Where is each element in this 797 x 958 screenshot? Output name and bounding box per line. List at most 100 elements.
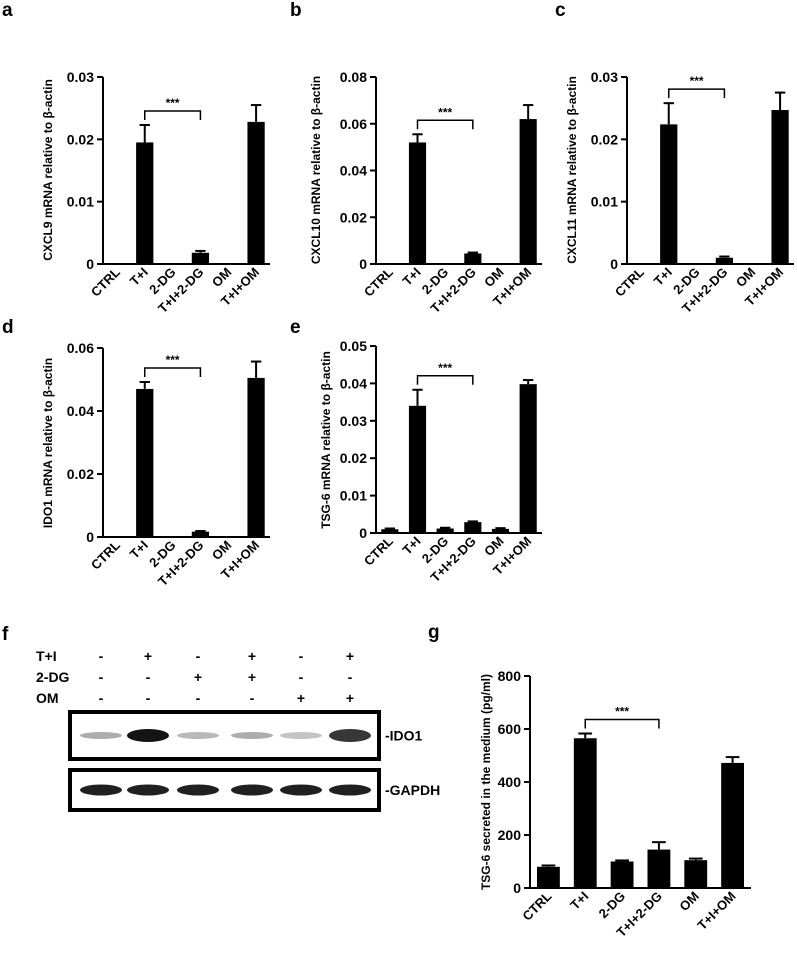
bar xyxy=(464,522,482,533)
panel-letter: a xyxy=(2,0,13,21)
band-label: -IDO1 xyxy=(385,728,423,744)
significance-bracket xyxy=(416,375,474,385)
y-axis-label: CXCL9 mRNA relative to β-actin xyxy=(41,79,55,261)
significance-label: *** xyxy=(438,105,452,119)
panel-letter: g xyxy=(428,622,440,643)
y-tick-label: 0.02 xyxy=(591,131,618,147)
significance-label: *** xyxy=(166,96,180,110)
panel-letter: f xyxy=(2,624,9,645)
treatment-sign: - xyxy=(299,669,304,685)
y-tick-label: 0.03 xyxy=(67,69,94,85)
significance-bracket xyxy=(144,367,202,378)
y-tick-label: 0.06 xyxy=(340,116,367,132)
y-tick-label: 0 xyxy=(86,529,94,545)
significance-bracket xyxy=(144,110,202,120)
bar xyxy=(408,142,427,264)
bar xyxy=(136,142,154,264)
y-tick-label: 0.01 xyxy=(67,194,94,210)
bar xyxy=(771,110,789,264)
protein-band xyxy=(177,784,219,796)
x-tick-label: 2-DG xyxy=(596,889,629,922)
treatment-sign: + xyxy=(144,648,152,664)
y-axis-label: CXCL10 mRNA relative to β-actin xyxy=(309,76,323,264)
chart-panel-b: b 0 0.02 0.04 0.06 0.08 CXCL10 mRNA relative t… xyxy=(290,0,542,316)
treatment-sign: - xyxy=(250,690,255,706)
treatment-sign: + xyxy=(346,648,354,664)
protein-band xyxy=(127,784,169,796)
bar xyxy=(647,849,671,888)
treatment-sign: - xyxy=(99,669,104,685)
treatment-sign: - xyxy=(348,669,353,685)
chart-panel-g: g 0 200 400 600 800 TSG-6 secreted in the medi… xyxy=(428,622,751,940)
y-tick-label: 0.04 xyxy=(67,403,94,419)
x-tick-label: OM xyxy=(676,889,701,914)
treatment-sign: - xyxy=(196,648,201,664)
y-tick-label: 800 xyxy=(498,668,522,684)
chart-panel-d: d 0 0.02 0.04 0.06 IDO1 mRNA relative to β-ac… xyxy=(2,317,270,589)
y-tick-label: 0 xyxy=(610,256,618,272)
protein-band xyxy=(127,729,169,742)
significance-bracket xyxy=(416,119,474,130)
bar xyxy=(491,528,510,533)
treatment-sign: + xyxy=(346,690,354,706)
y-tick-label: 0.05 xyxy=(340,338,367,354)
protein-band xyxy=(231,732,273,739)
treatment-sign: + xyxy=(297,690,305,706)
treatment-row-label: T+I xyxy=(36,648,57,664)
protein-band xyxy=(329,784,371,796)
bar xyxy=(660,124,678,264)
y-tick-label: 200 xyxy=(498,827,522,843)
protein-band xyxy=(231,784,273,796)
y-tick-label: 0.06 xyxy=(67,340,94,356)
treatment-sign: - xyxy=(99,690,104,706)
treatment-sign: - xyxy=(146,669,151,685)
band-label: -GAPDH xyxy=(385,782,440,798)
y-tick-label: 600 xyxy=(498,721,522,737)
treatment-row-label: OM xyxy=(36,690,59,706)
panel-letter: d xyxy=(2,317,14,338)
y-tick-label: 0.04 xyxy=(340,375,367,391)
y-axis-label: TSG-6 secreted in the medium (pg/ml) xyxy=(479,674,493,890)
treatment-sign: - xyxy=(299,648,304,664)
bar xyxy=(247,377,265,537)
bar xyxy=(610,861,634,888)
bar xyxy=(684,860,708,888)
bar xyxy=(573,738,597,888)
bar xyxy=(436,528,454,533)
bar xyxy=(381,529,399,533)
significance-label: *** xyxy=(438,361,452,375)
bar xyxy=(721,762,745,888)
treatment-sign: + xyxy=(248,669,256,685)
bar xyxy=(408,405,427,533)
y-tick-label: 0 xyxy=(86,256,94,272)
bar xyxy=(715,257,734,264)
y-tick-label: 400 xyxy=(498,774,522,790)
protein-band xyxy=(329,729,371,742)
chart-panel-e: e 0 0.01 0.02 0.03 0.04 0.05 TSG-6 mRNA relativ… xyxy=(290,317,542,585)
significance-bracket xyxy=(668,88,726,99)
bar xyxy=(464,253,482,264)
treatment-sign: - xyxy=(146,690,151,706)
protein-band xyxy=(280,784,322,796)
treatment-row-label: 2-DG xyxy=(36,669,70,685)
x-tick-label: T+I+OM xyxy=(694,889,738,933)
x-tick-label: T+I xyxy=(567,889,591,913)
y-axis-label: CXCL11 mRNA relative to β-actin xyxy=(565,76,579,264)
y-tick-label: 0.02 xyxy=(340,209,367,225)
treatment-sign: + xyxy=(248,648,256,664)
treatment-sign: + xyxy=(194,669,202,685)
treatment-sign: - xyxy=(99,648,104,664)
protein-band xyxy=(80,784,122,796)
protein-band xyxy=(177,732,219,739)
y-axis-label: TSG-6 mRNA relative to β-actin xyxy=(319,351,333,529)
x-tick-label: CTRL xyxy=(519,888,554,923)
significance-label: *** xyxy=(690,74,704,88)
y-tick-label: 0.01 xyxy=(591,194,618,210)
y-tick-label: 0 xyxy=(513,880,521,896)
panel-letter: b xyxy=(290,0,302,21)
y-tick-label: 0.08 xyxy=(340,69,367,85)
protein-band xyxy=(80,732,122,739)
treatment-sign: - xyxy=(196,690,201,706)
y-tick-label: 0.03 xyxy=(591,69,618,85)
